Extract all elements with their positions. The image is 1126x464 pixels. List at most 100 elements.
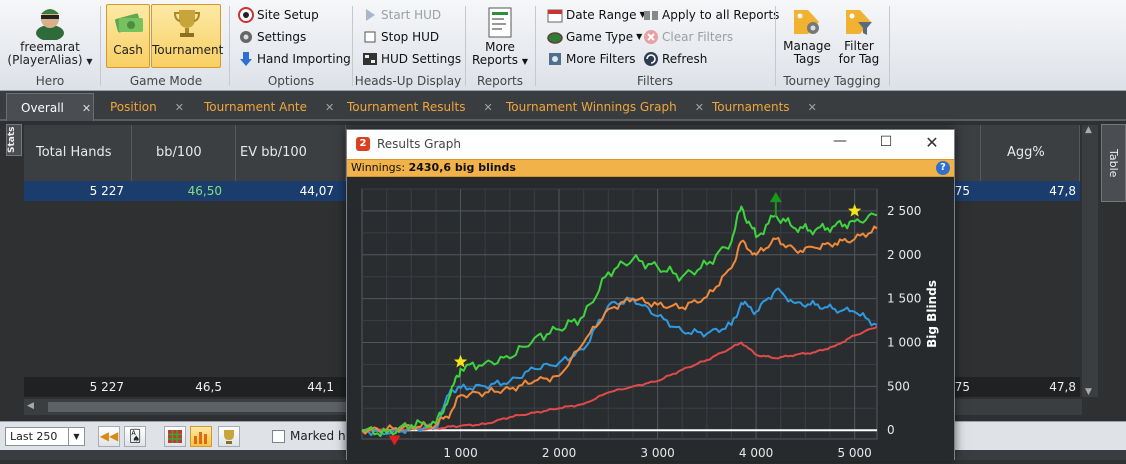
refresh-icon [644,52,658,66]
minimize-icon[interactable]: — [833,133,847,149]
apply-to-all-reports-button[interactable]: Apply to all Reports [643,5,779,25]
tab-tournament-results[interactable]: Tournament Results ✕ [333,93,493,121]
hud-settings-icon [363,53,377,65]
cash-mode-button[interactable]: Cash [106,4,150,68]
tab-overall[interactable]: Overall ✕ [6,93,94,121]
y-tick-label: 2 500 [887,204,921,218]
tab-position[interactable]: Position ✕ [96,93,188,121]
reports-group: More Reports ▼ Reports [467,0,533,91]
y-tick-label: 500 [887,379,910,393]
cell-total-hands: 5 227 [89,184,124,198]
close-icon[interactable]: ✕ [81,102,92,115]
settings-button[interactable]: Settings [238,27,306,47]
hand-importing-button[interactable]: Hand Importing [238,49,351,69]
clear-filters-label: Clear Filters [662,30,734,44]
winnings-summary-bar: Winnings: 2430,6 big blinds ? [347,159,954,177]
cell-partial: 75 [954,184,970,198]
filters-group: Date Range ▼ Game Type ▼ More Filters Appl… [537,0,779,91]
download-arrow-icon [240,52,252,66]
refresh-button[interactable]: Refresh [643,49,707,69]
marked-hands-label: Marked ha [290,429,353,443]
tourney-tagging-group: Manage Tags Filter for Tag Tourney Taggi… [777,0,887,91]
stop-hud-label: Stop HUD [381,30,440,44]
tournament-mode-button[interactable]: Tournament [151,4,223,68]
start-hud-label: Start HUD [381,8,442,22]
y-tick-label: 1 500 [887,292,921,306]
total-partial: 75 [954,380,970,394]
chart-area: 1 000 2 000 3 000 4 000 5 000 0 500 1 000 1 500 2… [347,177,954,461]
cell-ev-bb100: 44,07 [299,184,334,198]
gear-icon [240,31,252,43]
winnings-label: Winnings: [351,161,406,174]
chevron-down-icon: ▼ [86,57,93,66]
star-marker-icon [848,203,862,217]
hero-avatar-icon[interactable] [32,4,68,41]
close-icon[interactable]: ✕ [925,133,939,152]
filter-for-tag-line2: for Tag [838,52,880,66]
rewind-button[interactable]: ◀◀ [98,426,120,447]
column-header-total-hands[interactable]: Total Hands [24,125,132,181]
hero-selector[interactable]: freemarat (PlayerAlias) ▼ [0,41,100,68]
start-hud-button[interactable]: Start HUD [362,5,441,25]
hand-range-select[interactable]: Last 250 ▼ [5,427,85,446]
game-mode-group-label: Game Mode [129,74,203,88]
divider [352,6,353,86]
matrix-view-button[interactable] [164,426,186,447]
close-icon[interactable]: ✕ [694,101,704,114]
close-icon[interactable]: ✕ [174,101,184,114]
rewind-icon: ◀◀ [99,429,119,443]
tab-tournament-winnings-graph[interactable]: Tournament Winnings Graph ✕ [492,93,704,121]
scroll-thumb[interactable] [48,402,368,412]
site-setup-button[interactable]: Site Setup [238,5,319,25]
help-icon[interactable]: ? [936,161,950,175]
stop-hud-button[interactable]: Stop HUD [362,27,439,47]
date-range-button[interactable]: Date Range ▼ [547,5,646,25]
vertical-scrollbar[interactable]: ▲ ▼ [1082,125,1098,397]
manage-tags-button[interactable]: Manage Tags [783,3,831,66]
hud-settings-button[interactable]: HUD Settings [362,49,461,69]
maximize-icon[interactable]: ☐ [879,134,893,150]
x-tick-label: 5 000 [837,446,871,460]
game-type-button[interactable]: Game Type ▼ [547,27,642,47]
x-tick-label: 2 000 [542,446,576,460]
game-type-label: Game Type [566,30,634,44]
cards-button[interactable]: 🂡 [124,426,146,447]
tab-label: Position [110,100,157,114]
column-header-ev-bb100[interactable]: EV bb/100 [236,125,346,181]
side-tab-stats[interactable]: Stats [6,124,22,156]
y-tick-label: 0 [887,423,895,437]
scroll-down-icon[interactable]: ▼ [1085,387,1092,397]
clear-filters-button[interactable]: Clear Filters [643,27,733,47]
filter-for-tag-button[interactable]: Filter for Tag [835,3,883,66]
scroll-up-icon[interactable]: ▲ [1085,125,1092,135]
close-icon[interactable]: ✕ [325,101,335,114]
site-setup-icon [238,7,254,23]
column-header-agg[interactable]: Agg% [980,125,1080,181]
tab-tournaments[interactable]: Tournaments ✕ [698,93,834,121]
column-header-bb100[interactable]: bb/100 [132,125,236,181]
tab-label: Overall [21,101,64,115]
more-reports-button[interactable]: More Reports ▼ [471,3,529,68]
window-titlebar[interactable]: 2 Results Graph — ☐ ✕ [347,130,954,158]
x-tick-label: 1 000 [443,446,477,460]
marked-hands-checkbox[interactable] [272,430,285,443]
close-icon[interactable]: ✕ [807,101,817,114]
graph-view-button[interactable] [190,426,212,447]
plot-frame [361,188,878,440]
manage-tags-line1: Manage [783,39,831,53]
date-range-label: Date Range [566,8,637,22]
tourney-tagging-group-label: Tourney Tagging [783,74,881,88]
hand-range-value: Last 250 [10,430,58,443]
divider [465,6,466,86]
more-reports-line1: More [485,40,515,54]
scroll-left-icon[interactable]: ◀ [27,401,34,411]
results-graph-window[interactable]: 2 Results Graph — ☐ ✕ Winnings: 2430,6 b… [346,129,955,461]
grid-icon [168,430,182,443]
series-line [361,325,878,432]
tab-tournament-ante[interactable]: Tournament Ante ✕ [190,93,335,121]
more-filters-button[interactable]: More Filters [547,49,636,69]
close-icon[interactable]: ✕ [483,101,493,114]
tab-label: Tournament Ante [204,100,308,114]
side-tab-table[interactable]: Table [1101,124,1126,202]
trophy-button[interactable] [218,426,240,447]
